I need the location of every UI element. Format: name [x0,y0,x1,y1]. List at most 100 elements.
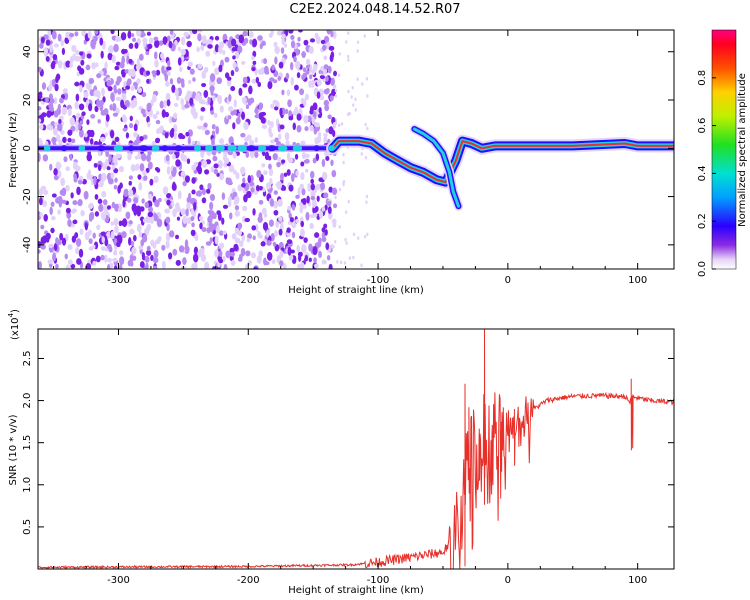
noise-speckle [300,229,305,237]
noise-speckle [153,212,158,219]
noise-speckle [169,78,174,85]
noise-speckle [249,39,253,45]
noise-speckle [247,175,251,184]
noise-speckle [203,89,209,98]
noise-speckle [127,30,132,39]
noise-speckle [275,219,280,229]
noise-speckle [314,232,320,238]
noise-speckle [75,238,82,247]
noise-speckle [149,178,154,186]
noise-speckle [67,137,72,143]
noise-speckle [172,248,178,256]
noise-speckle [207,215,213,224]
noise-speckle [43,213,48,222]
noise-speckle [83,190,89,200]
noise-speckle [186,217,192,225]
track-blob [258,145,267,152]
noise-speckle [134,155,139,160]
noise-speckle [270,103,275,109]
noise-speckle [41,112,47,118]
noise-speckle [152,113,158,119]
noise-speckle [101,190,107,198]
noise-speckle [70,125,76,132]
noise-speckle [230,86,236,92]
noise-speckle [109,104,113,111]
noise-speckle [214,249,219,258]
noise-speckle [186,201,191,211]
noise-speckle [209,193,216,202]
noise-speckle [57,209,61,215]
noise-speckle [331,187,338,196]
noise-speckle [111,165,115,170]
noise-speckle [38,66,42,72]
noise-speckle [328,45,335,51]
noise-speckle [290,173,295,183]
noise-speckle [301,244,307,254]
noise-speckle [148,193,153,200]
noise-speckle [166,99,171,107]
noise-speckle [200,253,207,262]
noise-speckle [175,259,181,266]
noise-speckle [238,108,244,113]
noise-speckle [201,82,207,88]
noise-speckle [126,197,132,203]
noise-speckle [363,234,367,239]
noise-speckle [273,230,278,238]
noise-speckle [356,40,360,45]
noise-speckle [330,78,335,86]
noise-speckle [176,76,182,84]
noise-speckle [78,248,84,258]
noise-speckle [156,218,163,228]
snr-y-scale-factor: (x104) [7,309,21,340]
noise-speckle [271,259,276,265]
noise-speckle [128,43,134,50]
noise-speckle [38,261,42,269]
noise-speckle [107,52,113,61]
noise-speckle [147,43,153,49]
noise-speckle [52,252,57,262]
noise-speckle [323,99,330,107]
noise-speckle [292,122,296,131]
noise-speckle [144,255,150,263]
noise-speckle [74,232,79,239]
noise-speckle [199,184,204,191]
noise-speckle [282,262,287,269]
noise-speckle [241,111,246,120]
noise-speckle [142,170,147,176]
noise-speckle [130,33,135,38]
noise-speckle [247,233,253,240]
noise-speckle [146,78,150,84]
noise-speckle [272,200,279,209]
noise-speckle [129,228,135,235]
colorbar-tick-label: 0.0 [697,261,708,277]
noise-speckle [180,48,186,56]
noise-speckle [127,237,132,246]
noise-speckle [53,97,58,105]
noise-speckle [291,221,297,229]
noise-speckle [252,208,256,216]
noise-speckle [164,73,169,82]
noise-speckle [323,136,328,144]
noise-speckle [287,246,292,256]
colorbar-tick-label: 0.6 [697,118,708,134]
noise-speckle [225,250,231,259]
track-blob [151,145,160,152]
noise-speckle [43,47,49,55]
noise-speckle [278,216,283,222]
noise-speckle [122,116,128,123]
noise-speckle [283,43,288,48]
noise-speckle [212,95,216,102]
track-blob [78,145,86,152]
noise-speckle [161,260,166,269]
noise-speckle [121,93,127,101]
noise-speckle [78,67,85,75]
noise-speckle [351,85,354,90]
noise-speckle [318,210,324,219]
noise-speckle [300,220,305,228]
noise-speckle [272,79,278,84]
noise-speckle [240,247,246,257]
noise-speckle [261,207,267,215]
noise-speckle [44,34,49,40]
noise-speckle [133,208,139,215]
noise-speckle [327,114,332,120]
